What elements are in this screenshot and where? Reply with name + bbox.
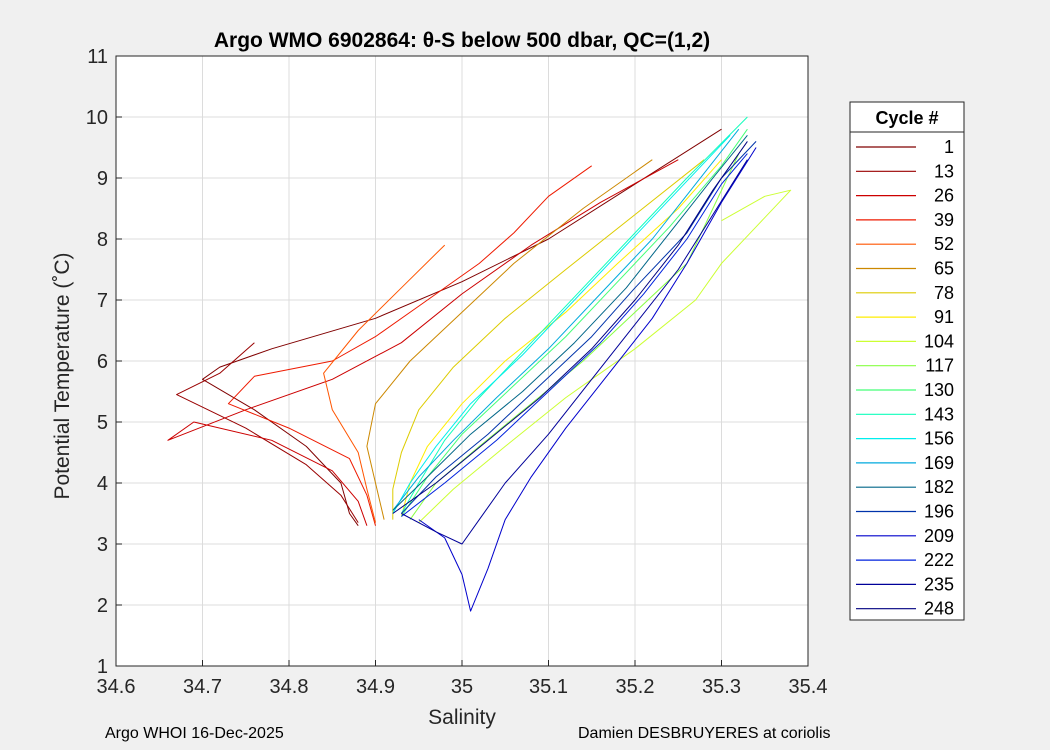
x-tick-label: 34.9 [356,676,395,698]
series-line-cycle-104 [418,189,792,523]
legend-entry-label: 52 [934,234,954,254]
series-line-cycle-39 [227,165,592,526]
legend-entry-label: 143 [924,404,954,424]
legend: Cycle # 1 13 26 39 52 65 78 91 104 117 130 143 156 169… [849,101,965,621]
chart-title: Argo WMO 6902864: θ-S below 500 dbar, QC… [214,29,710,52]
series-line-cycle-65 [366,159,653,520]
series-line-cycle-169 [392,128,740,511]
legend-entry-label: 26 [934,186,954,206]
legend-entry-label: 196 [924,502,954,522]
series-line-cycle-26 [167,159,679,526]
legend-entry-label: 130 [924,380,954,400]
legend-entry-label: 13 [934,161,954,181]
series-line-cycle-13 [176,342,359,523]
legend-entry-label: 248 [924,599,954,619]
y-tick-label: 8 [97,229,108,251]
legend-entry-label: 1 [944,137,954,157]
legend-title: Cycle # [875,108,938,128]
legend-entry-label: 117 [925,356,954,376]
series-line-cycle-130 [400,128,748,517]
x-tick-label: 35.1 [529,676,568,698]
legend-entry-label: 222 [924,550,954,570]
x-tick-label: 34.6 [97,676,136,698]
y-tick-label: 4 [97,473,108,495]
legend-entry-label: 104 [924,331,954,351]
x-tick-label: 35.4 [789,676,828,698]
legend-entry-label: 39 [934,210,954,230]
y-tick-label: 3 [97,534,108,556]
legend-entry-label: 182 [924,477,954,497]
legend-entry-label: 209 [924,526,954,546]
series-line-cycle-182 [392,134,748,511]
series-layer [167,116,792,612]
y-tick-label: 2 [97,595,108,617]
series-line-cycle-209 [418,147,757,612]
legend-entry-label: 169 [924,453,954,473]
y-tick-label: 10 [86,107,108,129]
legend-entry-label: 65 [934,259,954,279]
series-line-cycle-248 [392,141,748,514]
x-tick-label: 35.3 [702,676,741,698]
series-line-cycle-1 [202,128,722,526]
legend-entry-label: 235 [924,574,954,594]
y-tick-label: 9 [97,168,108,190]
legend-entry-label: 156 [924,429,954,449]
legend-entry-label: 91 [934,307,954,327]
series-line-cycle-52 [323,244,446,523]
series-line-cycle-143 [400,116,748,514]
y-tick-label: 1 [97,656,108,678]
series-line-cycle-156 [392,134,731,514]
x-tick-label: 34.8 [270,676,309,698]
y-tick-label: 5 [97,412,108,434]
legend-box [849,101,965,621]
series-line-cycle-78 [392,159,705,520]
y-tick-label: 11 [87,46,108,68]
footer-source: Argo WHOI 16-Dec-2025 [105,725,284,742]
y-tick-label: 6 [97,351,108,373]
series-line-cycle-222 [401,153,748,517]
y-tick-label: 7 [97,290,108,312]
legend-entry-label: 78 [934,283,954,303]
series-line-cycle-196 [401,141,757,514]
y-axis-label: Potential Temperature (˚C) [51,252,74,499]
x-axis-label: Salinity [428,706,496,729]
x-tick-label: 35 [451,676,473,698]
x-tick-label: 35.2 [616,676,655,698]
axis-ticks: 34.6 34.7 34.8 34.9 35 35.1 35.2 35.3 35.4 1 2 3 4 5 6… [86,46,828,698]
x-tick-label: 34.7 [183,676,222,698]
series-line-cycle-91 [400,159,722,517]
footer-credit: Damien DESBRUYERES at coriolis [578,725,831,742]
series-line-cycle-235 [401,159,748,545]
